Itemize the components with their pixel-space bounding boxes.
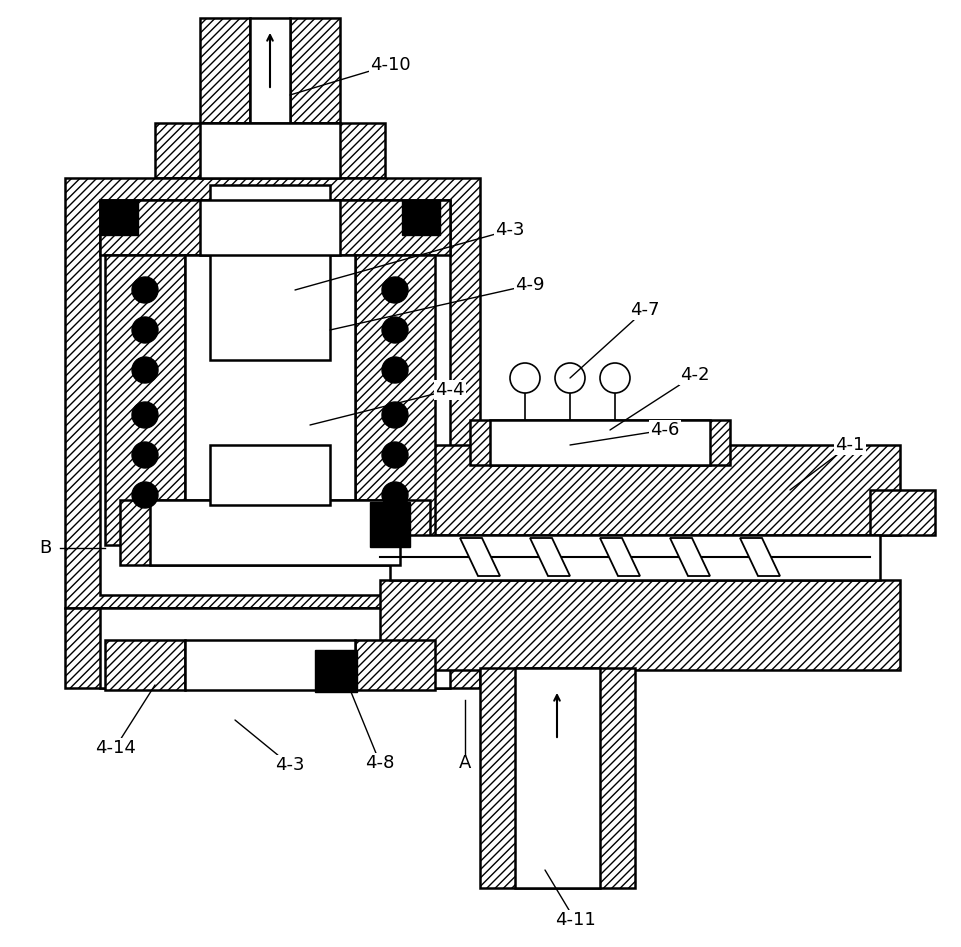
- Text: 4-14: 4-14: [94, 685, 155, 757]
- Circle shape: [132, 277, 158, 303]
- Bar: [370, 502, 410, 547]
- Bar: [315, 650, 357, 692]
- Bar: [185, 255, 355, 545]
- Circle shape: [132, 357, 158, 383]
- Bar: [470, 420, 730, 465]
- Bar: [490, 420, 710, 465]
- Bar: [355, 255, 435, 545]
- Bar: [120, 500, 430, 565]
- Text: 4-2: 4-2: [610, 366, 710, 430]
- Circle shape: [382, 357, 408, 383]
- Text: 4-7: 4-7: [570, 301, 660, 378]
- Bar: [515, 668, 600, 888]
- Circle shape: [132, 482, 158, 508]
- Bar: [355, 640, 435, 690]
- Text: 4-10: 4-10: [290, 56, 410, 95]
- Bar: [480, 668, 635, 888]
- Circle shape: [600, 363, 630, 393]
- Polygon shape: [740, 538, 780, 576]
- Circle shape: [382, 442, 408, 468]
- Polygon shape: [670, 538, 710, 576]
- Bar: [390, 535, 880, 580]
- Bar: [105, 640, 185, 690]
- Circle shape: [510, 363, 540, 393]
- Text: 4-3: 4-3: [295, 221, 525, 290]
- Circle shape: [132, 317, 158, 343]
- Text: 4-3: 4-3: [235, 720, 305, 774]
- Bar: [155, 123, 385, 178]
- Bar: [100, 200, 138, 235]
- Circle shape: [382, 277, 408, 303]
- Text: 4-4: 4-4: [310, 381, 465, 425]
- Text: 4-6: 4-6: [570, 421, 679, 445]
- Text: 4-8: 4-8: [340, 665, 395, 772]
- Bar: [290, 18, 340, 123]
- Bar: [105, 255, 185, 545]
- Circle shape: [132, 442, 158, 468]
- Bar: [200, 200, 340, 255]
- Bar: [65, 178, 480, 608]
- Text: 4-9: 4-9: [330, 276, 545, 330]
- Polygon shape: [530, 538, 570, 576]
- Circle shape: [132, 402, 158, 428]
- Circle shape: [382, 317, 408, 343]
- Bar: [100, 200, 450, 595]
- Bar: [210, 445, 330, 505]
- Polygon shape: [460, 538, 500, 576]
- Bar: [65, 608, 480, 688]
- Bar: [250, 18, 290, 123]
- Circle shape: [555, 363, 585, 393]
- Text: 4-1: 4-1: [790, 436, 865, 490]
- Bar: [402, 200, 440, 235]
- Bar: [870, 490, 935, 535]
- Bar: [200, 18, 250, 123]
- Bar: [200, 123, 340, 178]
- Bar: [100, 200, 450, 255]
- Circle shape: [382, 482, 408, 508]
- Text: B: B: [38, 539, 51, 557]
- Text: 4-11: 4-11: [545, 870, 596, 929]
- Bar: [185, 640, 355, 690]
- Bar: [380, 445, 900, 535]
- Bar: [150, 500, 400, 565]
- Polygon shape: [600, 538, 640, 576]
- Text: A: A: [458, 754, 471, 772]
- Circle shape: [382, 402, 408, 428]
- Bar: [380, 580, 900, 670]
- Bar: [210, 185, 330, 360]
- Bar: [100, 608, 450, 688]
